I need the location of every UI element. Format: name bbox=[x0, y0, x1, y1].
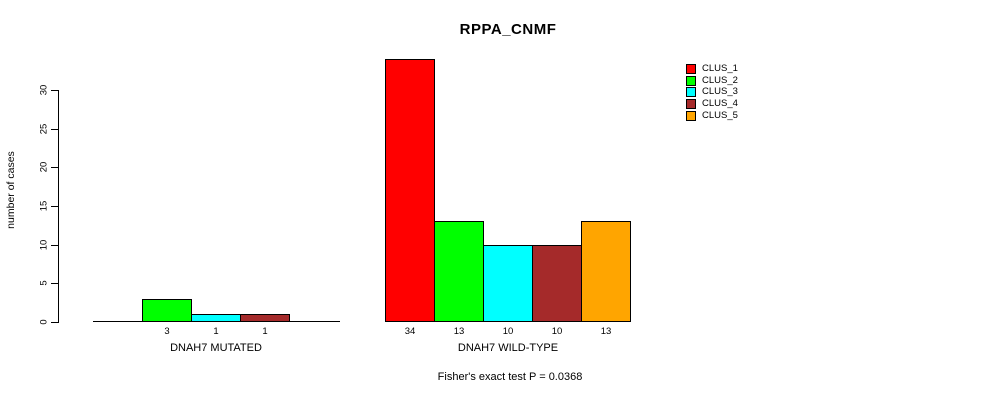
legend-label: CLUS_4 bbox=[702, 98, 738, 110]
bar-clus_2 bbox=[434, 221, 484, 322]
y-tick-label: 15 bbox=[38, 200, 50, 212]
y-tick bbox=[51, 283, 58, 285]
legend-item-clus_4: CLUS_4 bbox=[686, 98, 738, 110]
legend-swatch-icon bbox=[686, 75, 696, 86]
y-tick bbox=[51, 90, 58, 91]
legend-label: CLUS_3 bbox=[702, 86, 738, 98]
zero-height-bar-clus_5 bbox=[289, 321, 340, 322]
chart-title: RPPA_CNMF bbox=[459, 21, 557, 38]
bar-clus_1 bbox=[385, 59, 435, 322]
legend-item-clus_1: CLUS_1 bbox=[686, 64, 738, 74]
bar-value-label: 10 bbox=[551, 326, 563, 337]
bar-value-label: 34 bbox=[404, 326, 416, 337]
y-axis-title: number of cases bbox=[5, 151, 17, 229]
bar-clus_4 bbox=[240, 314, 290, 322]
y-tick bbox=[51, 244, 58, 246]
y-tick bbox=[51, 322, 58, 323]
y-tick-label: 30 bbox=[38, 84, 50, 96]
y-tick bbox=[51, 167, 58, 169]
bar-value-label: 3 bbox=[164, 326, 170, 337]
legend-item-clus_5: CLUS_5 bbox=[686, 109, 738, 121]
bar-value-label: 10 bbox=[502, 326, 514, 337]
bar-clus_4 bbox=[532, 244, 582, 322]
legend-item-clus_2: CLUS_2 bbox=[686, 74, 738, 86]
y-tick bbox=[51, 206, 58, 207]
y-tick-label: 20 bbox=[38, 162, 50, 173]
y-tick-label: 5 bbox=[38, 280, 50, 286]
bar-clus_5 bbox=[581, 221, 631, 322]
bar-clus_3 bbox=[483, 244, 533, 322]
bar-value-label: 1 bbox=[262, 326, 268, 337]
y-tick bbox=[51, 128, 58, 130]
x-axis-group-label: DNAH7 WILD-TYPE bbox=[457, 342, 559, 354]
bar-clus_3 bbox=[191, 314, 241, 322]
legend-swatch-icon bbox=[686, 64, 696, 74]
bar-value-label: 1 bbox=[213, 326, 219, 337]
legend-label: CLUS_1 bbox=[702, 63, 738, 74]
y-tick-label: 25 bbox=[38, 123, 50, 134]
legend-label: CLUS_5 bbox=[702, 109, 738, 121]
legend-swatch-icon bbox=[686, 99, 696, 110]
bar-value-label: 13 bbox=[600, 326, 612, 337]
zero-height-bar-clus_1 bbox=[93, 321, 144, 322]
y-tick-label: 10 bbox=[38, 239, 50, 250]
legend-item-clus_3: CLUS_3 bbox=[686, 86, 738, 98]
bar-clus_2 bbox=[142, 298, 192, 322]
y-tick-label: 0 bbox=[38, 319, 50, 325]
fisher-test-annotation: Fisher's exact test P = 0.0368 bbox=[437, 371, 583, 383]
legend-swatch-icon bbox=[686, 110, 696, 121]
legend-label: CLUS_2 bbox=[702, 74, 738, 86]
x-axis-group-label: DNAH7 MUTATED bbox=[170, 342, 262, 354]
bar-value-label: 13 bbox=[453, 326, 465, 337]
y-axis-line bbox=[58, 90, 59, 323]
legend-swatch-icon bbox=[686, 87, 696, 98]
